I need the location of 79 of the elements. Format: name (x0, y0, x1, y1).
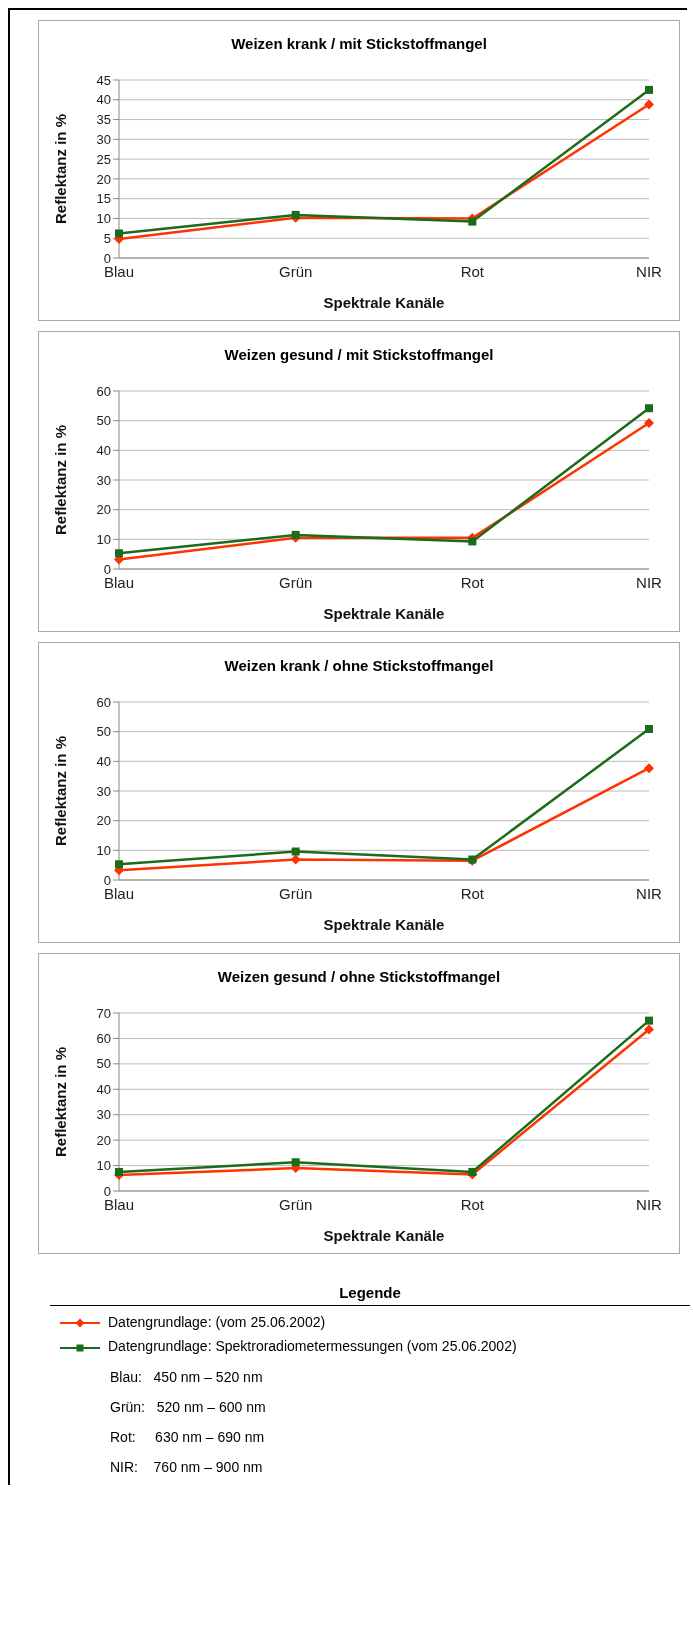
point (115, 549, 123, 558)
chart-title: Weizen gesund / mit Stickstoffmangel (223, 346, 495, 363)
x-tick-label: NIR (636, 1195, 663, 1213)
x-axis-title: Spektrale Kanäle (323, 916, 445, 933)
point (115, 229, 123, 238)
text: NIR: 760 nm – 900 nm (110, 1458, 264, 1475)
point (115, 860, 123, 869)
y-axis-title: Reflektanz in % (52, 1046, 70, 1158)
chart-title: Weizen gesund / ohne Stickstoffmangel (216, 968, 502, 985)
point (468, 537, 477, 546)
y-axis-title: Reflektanz in % (52, 424, 70, 536)
point (115, 1167, 123, 1176)
point (468, 1167, 477, 1176)
y-tick-label: 60 (96, 1031, 111, 1047)
y-tick-label: 10 (96, 211, 111, 227)
point (644, 418, 654, 429)
y-tick-label: 10 (96, 1158, 111, 1174)
point (291, 847, 300, 856)
chart-title: Weizen krank / ohne Stickstoffmangel (223, 657, 495, 674)
x-axis-title: Spektrale Kanäle (323, 1227, 445, 1244)
y-tick-label: 30 (96, 472, 111, 488)
y-tick-label: 40 (96, 92, 111, 108)
x-tick-label: Rot (460, 884, 485, 902)
y-tick-label: 70 (96, 1005, 111, 1021)
y-tick-label: 50 (96, 724, 111, 740)
y-axis-title: Reflektanz in % (52, 735, 70, 847)
x-tick-label: NIR (636, 573, 663, 591)
text: Rot: 630 nm – 690 nm (110, 1428, 266, 1445)
y-tick-label: 20 (96, 1132, 111, 1148)
y-tick-label: 60 (96, 694, 111, 710)
x-tick-label: Grün (278, 573, 313, 591)
legend-title: Legende (50, 1284, 690, 1306)
point (645, 1016, 653, 1025)
text: Grün: 520 nm – 600 nm (110, 1398, 267, 1415)
point (291, 1158, 300, 1167)
x-tick-label: NIR (636, 884, 663, 902)
y-tick-label: 50 (96, 413, 111, 429)
x-tick-label: Grün (278, 1195, 313, 1213)
y-tick-label: 20 (96, 502, 111, 518)
y-tick-label: 40 (96, 1081, 111, 1097)
y-tick-label: 35 (96, 112, 111, 128)
chart-title: Weizen krank / mit Stickstoffmangel (230, 35, 488, 52)
point (468, 217, 477, 226)
y-tick-label: 10 (96, 531, 111, 547)
y-tick-label: 25 (96, 151, 111, 167)
point (644, 1024, 654, 1035)
x-axis-title: Spektrale Kanäle (323, 294, 445, 311)
y-tick-label: 60 (96, 383, 111, 399)
point (291, 210, 300, 219)
legend-label: Datengrundlage: Spektroradiometermessungen (vom 25.06.2002) (108, 1338, 517, 1355)
x-tick-label: Rot (460, 1195, 485, 1213)
x-tick-label: Rot (460, 262, 485, 280)
y-tick-label: 15 (96, 191, 111, 207)
y-tick-label: 20 (96, 813, 111, 829)
point (645, 85, 653, 94)
x-tick-label: NIR (636, 262, 663, 280)
x-tick-label: Grün (278, 884, 313, 902)
legend-label: Datengrundlage: (vom 25.06.2002) (108, 1314, 326, 1330)
x-axis-title: Spektrale Kanäle (323, 605, 445, 622)
y-tick-label: 10 (96, 842, 111, 858)
point (645, 404, 653, 413)
y-tick-label: 30 (96, 131, 111, 147)
y-axis-title: Reflektanz in % (52, 113, 70, 225)
y-tick-label: 5 (103, 230, 111, 246)
y-tick-label: 30 (96, 1107, 111, 1123)
y-tick-label: 50 (96, 1056, 111, 1072)
y-tick-label: 40 (96, 442, 111, 458)
point (291, 530, 300, 539)
point (644, 763, 654, 774)
text: Blau: 450 nm – 520 nm (110, 1368, 264, 1385)
y-tick-label: 30 (96, 783, 111, 799)
y-tick-label: 40 (96, 753, 111, 769)
point (644, 99, 654, 110)
x-tick-label: Grün (278, 262, 313, 280)
y-tick-label: 20 (96, 171, 111, 187)
point (645, 725, 653, 733)
x-tick-label: Rot (460, 573, 485, 591)
y-tick-label: 45 (96, 72, 111, 88)
point (290, 854, 301, 865)
